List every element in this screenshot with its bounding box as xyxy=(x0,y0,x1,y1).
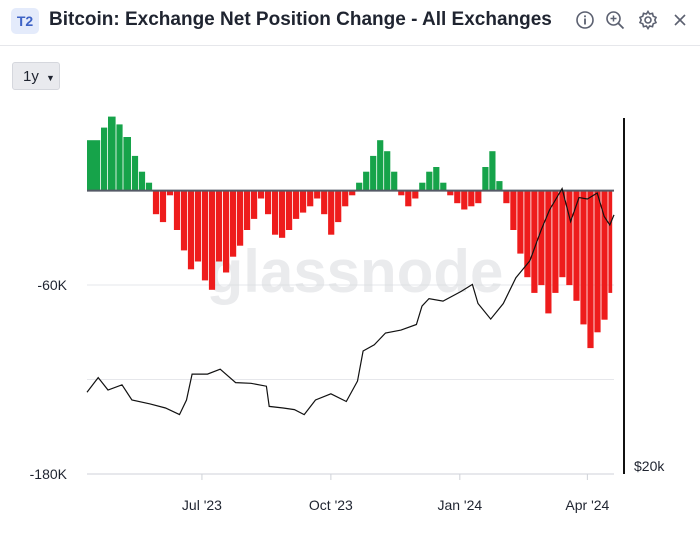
bar xyxy=(272,190,279,235)
bar xyxy=(363,171,370,191)
bar xyxy=(496,181,503,191)
watermark: glassnode xyxy=(207,238,504,305)
bar xyxy=(426,171,433,191)
bar xyxy=(173,190,181,230)
tier-badge: T2 xyxy=(11,8,39,34)
gear-icon[interactable] xyxy=(637,9,659,31)
x-tick-label: Apr '24 xyxy=(565,497,609,513)
bar xyxy=(349,190,356,196)
x-tick-label: Jul '23 xyxy=(182,497,222,513)
bar xyxy=(286,190,293,230)
bar xyxy=(538,190,545,286)
bar xyxy=(545,190,552,314)
bar xyxy=(587,190,594,349)
bar xyxy=(447,190,454,196)
chevron-down-icon: ▼ xyxy=(46,73,55,83)
header-divider xyxy=(0,45,700,46)
bar xyxy=(412,190,419,199)
bar xyxy=(440,182,447,191)
bar-series xyxy=(87,116,613,349)
bar xyxy=(433,167,440,191)
bar xyxy=(131,155,139,191)
bar xyxy=(419,182,426,191)
bar xyxy=(300,190,307,213)
close-icon[interactable] xyxy=(669,9,691,31)
bar xyxy=(580,190,587,325)
bar xyxy=(517,190,524,254)
bar xyxy=(145,182,153,191)
bar xyxy=(594,190,601,333)
bar xyxy=(482,167,489,191)
bar xyxy=(608,190,613,293)
bar xyxy=(265,190,272,215)
bar xyxy=(123,137,131,191)
bar xyxy=(314,190,321,199)
bar xyxy=(370,155,377,191)
bar xyxy=(342,190,349,207)
bar xyxy=(159,190,167,223)
bar xyxy=(461,190,468,210)
bar xyxy=(475,190,482,204)
bar xyxy=(503,190,510,204)
bar xyxy=(398,190,405,196)
bar xyxy=(180,190,188,251)
bar xyxy=(116,124,123,191)
zoom-icon[interactable] xyxy=(604,9,626,31)
bar xyxy=(573,190,580,301)
bar xyxy=(251,190,258,219)
bar xyxy=(138,171,146,191)
y-tick-label: -60K xyxy=(37,277,67,293)
bar xyxy=(468,190,475,207)
bar xyxy=(230,190,237,257)
price-line xyxy=(86,187,615,416)
y-tick-label: -180K xyxy=(30,466,68,482)
bar xyxy=(307,190,314,207)
bar xyxy=(187,190,195,270)
range-selector-button[interactable]: 1y ▼ xyxy=(12,62,60,90)
bar xyxy=(552,190,559,293)
bar xyxy=(87,140,101,191)
bar xyxy=(279,190,286,238)
bar xyxy=(101,127,108,191)
bar xyxy=(384,151,391,191)
bar xyxy=(559,190,566,278)
bar xyxy=(321,190,328,215)
bar xyxy=(328,190,335,235)
bar xyxy=(223,190,230,273)
bar xyxy=(405,190,412,207)
bar xyxy=(377,140,384,191)
bar xyxy=(237,190,244,246)
bar xyxy=(194,190,202,262)
chart-title: Bitcoin: Exchange Net Position Change - … xyxy=(49,9,552,30)
axes: Jul '23 Oct '23 Jan '24 Apr '24 -60K -180K $20… xyxy=(30,118,665,513)
bar xyxy=(356,182,363,191)
bar xyxy=(524,190,531,278)
bar xyxy=(215,190,223,262)
info-icon[interactable] xyxy=(574,9,596,31)
bar xyxy=(454,190,461,204)
bar xyxy=(601,190,608,320)
bar xyxy=(566,190,573,286)
bar xyxy=(531,190,538,293)
bar xyxy=(108,116,116,191)
x-tick-label: Oct '23 xyxy=(309,497,353,513)
bar xyxy=(489,151,496,191)
bar xyxy=(335,190,342,223)
right-axis-label: $20k xyxy=(634,458,665,474)
bar xyxy=(152,190,160,215)
chart-header: T2 Bitcoin: Exchange Net Position Change… xyxy=(0,0,700,44)
bar xyxy=(293,190,300,219)
bar xyxy=(510,190,517,230)
bar xyxy=(166,190,174,196)
bar xyxy=(244,190,251,230)
bar xyxy=(258,190,265,199)
bar xyxy=(201,190,209,281)
range-label: 1y xyxy=(23,68,39,85)
bar xyxy=(391,171,398,191)
x-tick-label: Jan '24 xyxy=(437,497,482,513)
bar xyxy=(208,190,216,290)
